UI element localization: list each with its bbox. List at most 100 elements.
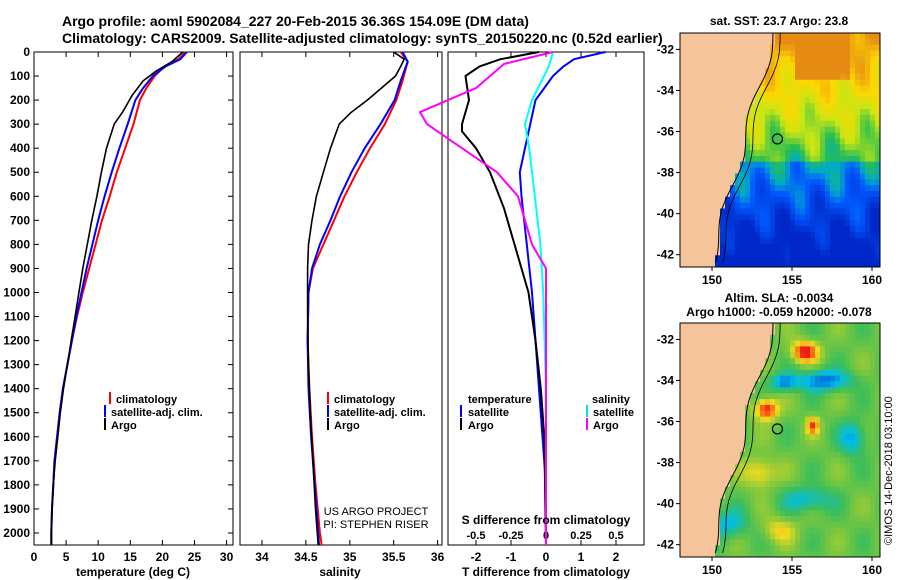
map-cell [795,173,801,180]
map-cell [730,79,736,87]
map-cell [745,167,751,174]
map-cell [825,469,831,476]
map-cell [765,126,771,134]
map-cell [695,328,701,336]
map-cell [685,202,691,210]
map-cell [720,155,726,163]
map-cell [690,521,696,529]
map-cell [855,261,861,267]
map-cell [800,328,806,336]
map-cell [790,132,796,139]
map-cell [780,422,786,429]
map-cell [745,328,751,336]
map-cell [755,202,761,210]
map-cell [710,132,716,139]
map-cell [730,527,736,535]
map-cell [755,334,761,342]
map-cell [820,346,826,353]
map-cell [725,243,731,251]
map-cell [860,155,866,163]
map-cell [715,521,721,529]
map-cell [810,114,816,122]
map-cell [760,334,766,342]
map-cell [775,539,781,546]
map-cell [815,422,821,429]
map-cell [765,369,771,377]
map-cell [720,340,726,347]
map-cell [750,38,756,46]
x-tick-label: 35.5 [382,550,406,564]
map-cell [800,545,806,552]
map-cell [750,33,756,40]
map-cell [700,422,706,429]
map-cell [730,340,736,347]
map-cell [815,545,821,552]
temperature-panel: 0100200300400500600700800900100011001200… [3,45,644,579]
map-cell [680,363,686,371]
map-cell [740,208,746,215]
map-cell [865,346,871,353]
lon-tick-label: 160 [862,563,882,577]
map-cell [685,161,691,169]
map-cell [765,480,771,488]
map-cell [845,185,851,192]
map-cell [845,404,851,412]
map-cell [725,120,731,128]
map-cell [795,387,801,394]
map-cell [790,167,796,174]
map-cell [765,85,771,93]
map-cell [870,249,876,256]
map-cell [810,255,816,262]
map-cell [700,214,706,221]
map-cell [800,85,806,93]
map-cell [810,261,816,267]
map-cell [780,243,786,251]
map-cell [745,91,751,98]
map-cell [870,434,876,441]
map-cell [875,434,880,441]
map-cell [760,486,766,494]
map-cell [875,498,880,505]
map-cell [830,179,836,186]
map-cell [870,103,876,110]
map-cell [735,516,741,523]
map-cell [720,103,726,110]
map-cell [830,91,836,98]
map-cell [775,504,781,511]
map-cell [720,381,726,388]
map-cell [845,346,851,353]
map-cell [720,44,726,52]
map-cell [850,516,856,523]
map-cell [810,527,816,535]
map-cell [815,498,821,505]
map-cell [870,91,876,98]
map-cell [850,428,856,435]
map-cell [865,434,871,441]
map-cell [775,445,781,453]
map-cell [705,132,711,139]
map-cell [870,167,876,174]
map-cell [805,173,811,180]
map-cell [805,167,811,174]
map-cell [700,475,706,482]
map-cell [840,358,846,365]
map-cell [730,38,736,46]
map-cell [780,226,786,233]
map-cell [820,120,826,128]
map-cell [840,451,846,459]
map-cell [775,68,781,75]
map-cell [795,138,801,145]
map-cell [745,50,751,57]
map-cell [720,179,726,186]
map-cell [750,516,756,523]
map-cell [830,352,836,359]
map-cell [785,358,791,365]
map-cell [760,161,766,169]
map-cell [705,73,711,81]
map-cell [810,33,816,40]
map-cell [685,231,691,239]
map-cell [700,226,706,233]
map-cell [875,516,880,523]
map-cell [835,492,841,500]
map-cell [725,226,731,233]
